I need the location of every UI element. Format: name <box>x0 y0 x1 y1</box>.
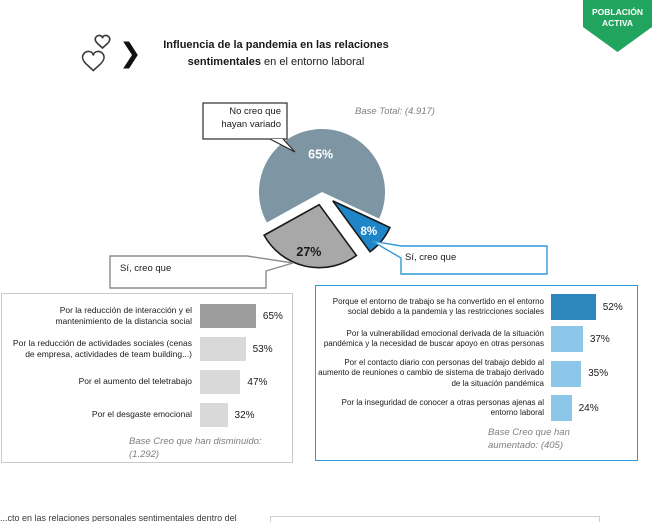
callout-yes-right-label: Sí, creo que <box>405 252 457 263</box>
bar-row: Por el aumento del teletrabajo 47% <box>2 370 292 394</box>
pie-slice-value: 65% <box>308 148 333 162</box>
pie-slice <box>263 203 358 269</box>
bar <box>200 304 256 328</box>
increased-reasons-box: Porque el entorno de trabajo se ha conve… <box>315 285 638 461</box>
bar-label: Por el desgaste emocional <box>91 409 192 420</box>
bar-row: Por la reducción de actividades sociales… <box>2 337 292 361</box>
bar-row: Porque el entorno de trabajo se ha conve… <box>316 294 637 320</box>
pie-slice <box>332 200 391 253</box>
bar-label: Por la inseguridad de conocer a otras pe… <box>341 397 544 418</box>
population-badge: POBLACIÓN ACTIVA <box>583 0 652 52</box>
bar-value: 53% <box>252 343 273 355</box>
bar-row: Por el desgaste emocional 32% <box>2 403 292 427</box>
pie-slice-value: 27% <box>296 245 321 259</box>
bar <box>551 360 582 387</box>
footer-clipped-text: ...cto en las relaciones personales sent… <box>0 513 237 522</box>
callout-yes-right-shape <box>371 240 548 275</box>
callout-yes-left-label: Sí, creo que <box>120 263 172 274</box>
pie-slice-value: 8% <box>361 226 378 238</box>
decreased-reasons-box: Por la reducción de interacción y el man… <box>1 293 293 463</box>
badge-line1: POBLACIÓN <box>592 7 643 17</box>
pie-slices: 65% 8% 27% <box>259 129 391 269</box>
bar-row: Por la vulnerabilidad emocional derivada… <box>316 326 637 352</box>
bar-value: 52% <box>602 301 623 313</box>
footer-clipped-box <box>270 516 600 522</box>
title-line1: Influencia de la pandemia en las relacio… <box>163 39 389 51</box>
base-note-decreased: Base Creo que han disminuido: (1.292) <box>129 436 262 460</box>
title-line2: sentimentales en el entorno laboral <box>187 55 365 68</box>
bar <box>551 294 596 320</box>
hearts-icon <box>80 33 122 80</box>
bar-value: 47% <box>247 376 268 388</box>
bar-row: Por el contacto diario con personas del … <box>316 358 637 389</box>
bar-value: 37% <box>589 333 610 345</box>
bar <box>200 337 246 361</box>
bar-value: 32% <box>234 409 255 421</box>
page-title: Influencia de la pandemia en las relacio… <box>142 37 410 70</box>
bar-row: Por la inseguridad de conocer a otras pe… <box>316 395 637 422</box>
badge-line2: ACTIVA <box>601 18 633 29</box>
bar-value: 65% <box>262 310 283 322</box>
base-note-increased: Base Creo que han aumentado: (405) <box>488 427 570 451</box>
bar-label: Por la vulnerabilidad emocional derivada… <box>323 328 544 348</box>
bar-row: Por la reducción de interacción y el man… <box>2 304 292 328</box>
callout-no-label: No creo que hayan variado <box>221 106 281 130</box>
bar <box>551 326 583 352</box>
bar-label: Por la reducción de interacción y el man… <box>55 304 192 326</box>
bar <box>200 403 228 427</box>
bar-label: Por el contacto diario con personas del … <box>318 358 544 388</box>
bar-label: Porque el entorno de trabajo se ha conve… <box>332 296 544 316</box>
chevron-right-icon: ❯ <box>119 38 142 68</box>
base-total-label: Base Total: (4.917) <box>355 106 435 117</box>
bar-value: 35% <box>588 368 609 380</box>
bar-label: Por el aumento del teletrabajo <box>78 376 192 387</box>
pie-slice <box>259 129 386 223</box>
bar-label: Por la reducción de actividades sociales… <box>12 337 192 359</box>
bar <box>200 370 241 394</box>
bar-value: 24% <box>578 402 599 414</box>
bar <box>551 395 572 422</box>
